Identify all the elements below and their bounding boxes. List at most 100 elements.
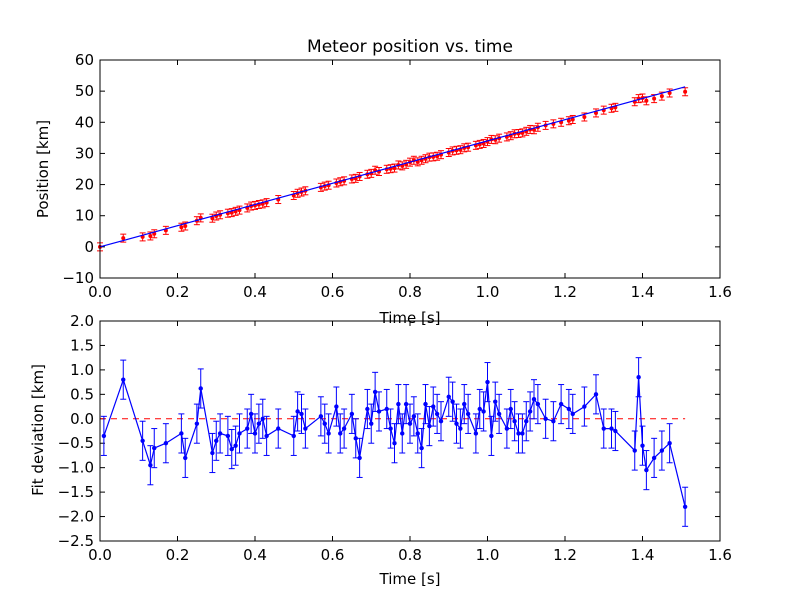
top-x-axis-label: Time [s] [379, 309, 441, 327]
y-tick-label: −10 [62, 269, 94, 287]
deviation-point [477, 406, 482, 412]
deviation-point [148, 463, 153, 468]
deviation-point [248, 411, 254, 417]
deviation-point [388, 426, 393, 431]
x-tick-label: 0.0 [88, 546, 112, 564]
deviation-point [291, 433, 296, 439]
deviation-point [349, 411, 355, 417]
x-tick-label: 0.6 [321, 546, 345, 564]
x-tick-label: 0.2 [166, 546, 190, 564]
deviation-point [415, 431, 420, 436]
deviation-point [369, 421, 374, 426]
deviation-point [403, 401, 409, 407]
x-tick-label: 1.4 [631, 283, 655, 301]
x-tick-label: 0.2 [166, 283, 190, 301]
x-tick-label: 0.0 [88, 283, 112, 301]
deviation-point [217, 431, 223, 436]
x-tick-label: 0.6 [321, 283, 345, 301]
deviation-point [636, 375, 641, 380]
y-tick-label: 30 [75, 144, 94, 162]
deviation-point [493, 399, 498, 404]
deviation-point [376, 409, 382, 414]
deviation-point [400, 431, 405, 436]
x-tick-label: 1.0 [476, 546, 500, 564]
deviation-point [582, 404, 587, 409]
x-tick-label: 1.6 [708, 283, 732, 301]
deviation-point [520, 431, 525, 436]
y-tick-label: 10 [75, 207, 94, 225]
deviation-point [465, 411, 471, 417]
top-chart-title: Meteor position vs. time [307, 37, 513, 57]
deviation-point [570, 411, 575, 417]
deviation-point [322, 421, 327, 426]
deviation-point [601, 426, 606, 431]
data-point [659, 94, 664, 99]
deviation-point [613, 428, 618, 434]
deviation-point [419, 445, 424, 451]
x-tick-label: 1.2 [553, 546, 577, 564]
x-tick-label: 1.0 [476, 283, 500, 301]
deviation-point [245, 426, 250, 431]
deviation-point [357, 455, 362, 461]
data-point [415, 159, 420, 164]
fit-line [99, 86, 686, 248]
deviation-point [183, 455, 188, 461]
deviation-point [256, 421, 262, 426]
x-tick-label: 0.4 [243, 283, 267, 301]
y-tick-label: 60 [75, 51, 94, 69]
y-tick-label: 50 [75, 82, 94, 100]
deviation-point [531, 397, 537, 402]
deviation-point [682, 504, 688, 509]
deviation-point [454, 421, 459, 426]
deviation-point [225, 433, 231, 439]
deviation-point [535, 401, 541, 407]
deviation-point [372, 389, 378, 395]
y-tick-label: −2.5 [58, 532, 94, 550]
data-point [148, 233, 153, 238]
deviation-point [524, 419, 529, 424]
y-tick-label: 2.0 [70, 312, 94, 330]
deviation-point [152, 445, 157, 451]
x-tick-label: 1.6 [708, 546, 732, 564]
y-tick-label: −1.5 [58, 483, 94, 501]
bottom-y-axis-label: Fit deviation [km] [29, 364, 47, 496]
bottom-axes: Time [s] Fit deviation [km] 0.0 0.2 0.4 0.6… [29, 312, 732, 588]
deviation-point [140, 438, 145, 443]
y-tick-label: −0.5 [58, 434, 94, 452]
y-tick-label: 1.5 [70, 336, 94, 354]
deviation-point [396, 401, 401, 407]
deviation-point [276, 426, 281, 431]
x-tick-label: 1.2 [553, 283, 577, 301]
deviation-point [640, 443, 645, 448]
deviation-point [229, 446, 234, 452]
deviation-point [667, 441, 672, 446]
deviation-point [252, 431, 258, 436]
y-tick-label: 0.5 [70, 385, 94, 403]
deviation-point [326, 431, 331, 436]
y-tick-label: 40 [75, 113, 94, 131]
deviation-point [450, 399, 455, 404]
deviation-point [233, 443, 238, 448]
y-tick-label: −1.0 [58, 459, 94, 477]
deviation-point [260, 416, 265, 421]
deviation-point [434, 411, 440, 417]
data-point [183, 223, 188, 228]
deviation-point [496, 411, 502, 417]
deviation-point [423, 401, 428, 407]
data-point [570, 117, 575, 122]
deviation-point [365, 406, 370, 412]
deviation-point [481, 409, 486, 414]
deviation-point [411, 414, 417, 419]
y-tick-label: 0 [84, 238, 94, 256]
deviation-point [392, 441, 397, 446]
x-tick-label: 1.4 [631, 546, 655, 564]
data-point [683, 89, 688, 94]
deviation-point [593, 392, 599, 397]
deviation-point [504, 426, 510, 431]
deviation-point [341, 426, 347, 431]
deviation-point [237, 431, 242, 436]
deviation-point [334, 404, 339, 409]
bottom-x-axis-label: Time [s] [379, 570, 441, 588]
deviation-point [121, 377, 126, 382]
